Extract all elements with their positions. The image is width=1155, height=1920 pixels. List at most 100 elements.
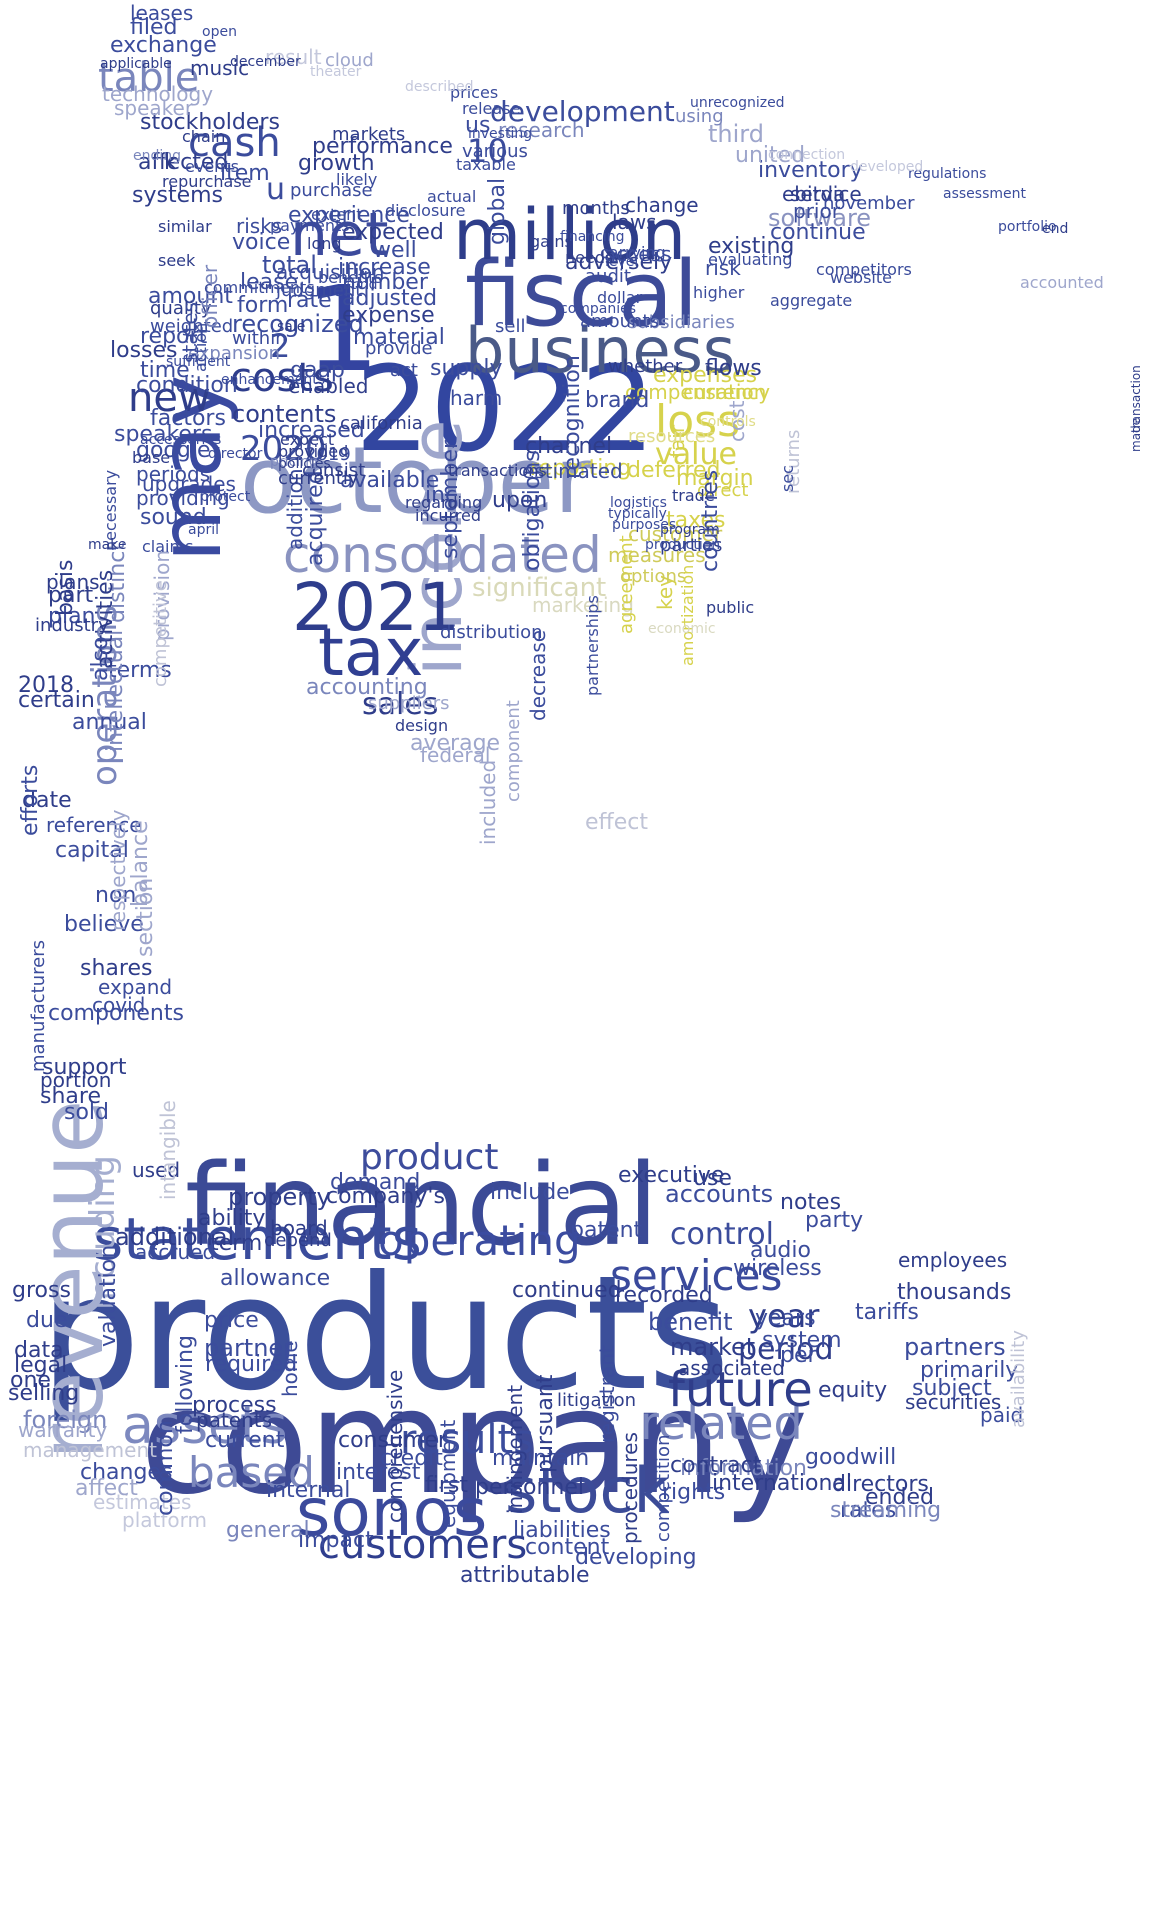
word-end: end [1042, 221, 1069, 237]
word-business: business [465, 314, 736, 387]
word-services: services [610, 1251, 783, 1300]
word-transactions: transactions [448, 461, 547, 480]
word-rights: rights [662, 1480, 726, 1505]
word-taxes: taxes [666, 508, 726, 533]
word-applicable: applicable [100, 56, 172, 72]
word-operating: operating [378, 1216, 581, 1265]
word-total: total [262, 251, 317, 279]
word-within: within [232, 328, 287, 349]
word-legal: legal [14, 1353, 68, 1378]
word-change: change [625, 193, 699, 217]
word-acquisition: acquisition [276, 260, 385, 284]
word-costs: costs [230, 355, 334, 401]
word-rate: rate [287, 288, 332, 313]
word-logistics: logistics [610, 495, 667, 511]
word-currently: currently [278, 468, 359, 489]
word-customers: customers [318, 1522, 528, 1568]
word-board: board [270, 1216, 328, 1240]
word-providing: providing [136, 486, 230, 510]
word-developing: developing [575, 1545, 697, 1570]
word-enabled: enabled [288, 374, 369, 398]
word-flows: flows [705, 356, 762, 381]
word-provided: provided [278, 442, 349, 461]
word-sold: sold [64, 1100, 109, 1125]
word-additional: additional [115, 1223, 235, 1251]
word-regarding: regarding [405, 493, 483, 512]
word-benefit: benefit [648, 1308, 733, 1336]
word-goodwill: goodwill [805, 1445, 897, 1470]
word-related: related [640, 1396, 803, 1450]
word-million: million [453, 194, 687, 276]
word-results: results [400, 1417, 535, 1463]
word-similar: similar [158, 217, 212, 236]
word-average: average [410, 731, 501, 756]
word-property: property [228, 1183, 331, 1211]
word-notes: notes [780, 1190, 842, 1215]
word-resources: resources [628, 426, 716, 447]
word-portfolio: portfolio [998, 219, 1057, 235]
word-currency: currency [683, 380, 771, 404]
word-used: used [132, 1158, 181, 1182]
word-data: data [14, 1338, 64, 1363]
word-significant: significant [472, 573, 607, 603]
word-liabilities: liabilities [513, 1518, 611, 1543]
word-enhancements: enhancements [221, 372, 326, 388]
word-capital: capital [55, 838, 129, 863]
word-statements: statements [93, 1205, 422, 1273]
word-contents: contents [232, 400, 337, 428]
word-regulations: regulations [908, 166, 987, 182]
word-needs: needs [565, 248, 614, 267]
word-website: website [830, 268, 892, 287]
word-due: due [26, 1308, 68, 1333]
word-estimates: estimates [93, 1490, 192, 1514]
word-available: available [340, 468, 440, 493]
word-benefits: benefits [318, 268, 383, 287]
word-adjusted: adjusted [342, 286, 438, 311]
word-company_s: company's [326, 1184, 445, 1209]
word-table: table [98, 55, 200, 101]
word-marketing: marketing [532, 593, 634, 617]
word-accounts: accounts [665, 1180, 774, 1208]
word-audit: audit [585, 266, 631, 287]
word-2: 2 [270, 327, 291, 365]
word-recognition: recognition [560, 355, 585, 479]
word-deferred: deferred [627, 458, 721, 483]
word-future: future [668, 1362, 813, 1418]
word-stockholders: stockholders [140, 110, 280, 135]
word-measures: measures [608, 543, 706, 567]
word-tariffs: tariffs [855, 1300, 919, 1325]
word-companies: companies [560, 301, 637, 317]
word-systems: systems [132, 183, 223, 208]
word-manufacturers: manufacturers [28, 940, 49, 1072]
word-cash: cash [188, 120, 281, 166]
word-condition: condition [136, 373, 238, 398]
word-theater: theater [310, 64, 362, 80]
word-control: control [670, 1217, 774, 1252]
word-procedures: procedures [618, 1432, 642, 1544]
word-terms: terms [108, 658, 172, 683]
word-result: result [265, 45, 322, 69]
word-events: events [185, 157, 239, 176]
word-director: director [208, 446, 263, 462]
word-experience: experience [288, 203, 410, 228]
word-november: november [823, 193, 915, 214]
word-trade: trade [672, 486, 715, 505]
word-speakers: speakers [114, 422, 213, 447]
word-whether: whether [608, 356, 683, 377]
word-unrecognized: unrecognized [690, 95, 785, 111]
word-recorded: recorded [615, 1283, 713, 1308]
word-per: per [780, 1343, 817, 1368]
word-weighted: weighted [150, 316, 234, 337]
word-sales: sales [362, 687, 439, 722]
word-expect: expect [280, 430, 335, 449]
word-gross: gross [12, 1278, 71, 1303]
word-selling: selling [8, 1381, 80, 1406]
word-intangible: intangible [156, 1100, 180, 1200]
word-markets: markets [332, 124, 406, 145]
word-pricing: pricing [270, 454, 318, 470]
word-form: form [237, 293, 289, 318]
word-losses: losses [110, 338, 178, 363]
word-base: base [132, 448, 171, 467]
word-program: program [660, 522, 720, 538]
word-general: general [226, 1518, 310, 1543]
